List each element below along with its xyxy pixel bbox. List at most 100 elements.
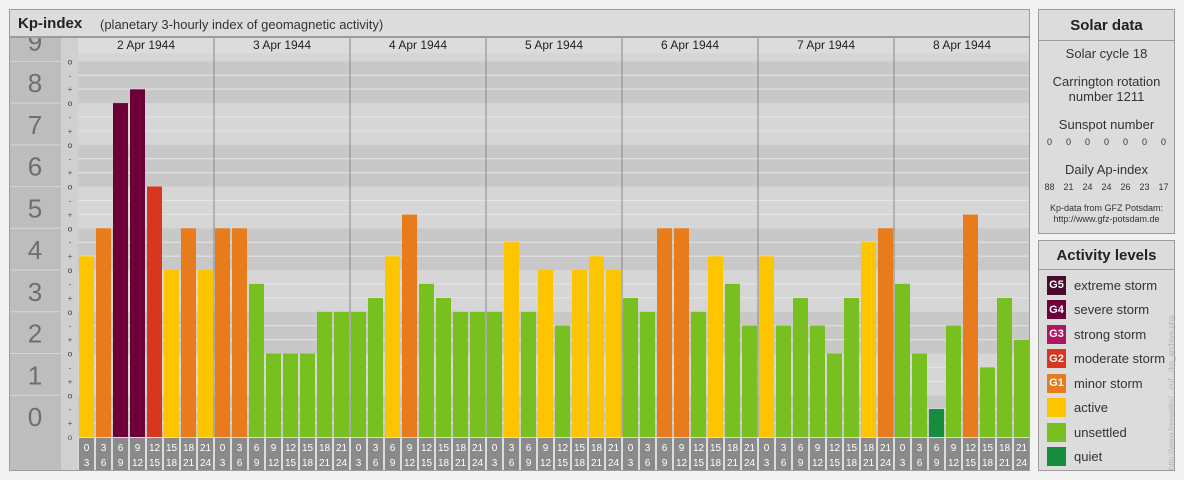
level-band bbox=[78, 144, 1030, 187]
legend-label: extreme storm bbox=[1074, 277, 1158, 293]
hour-tick-end: 3 bbox=[900, 458, 906, 469]
hour-tick-box bbox=[147, 438, 162, 470]
y-minor-tick: o bbox=[68, 350, 73, 359]
hour-tick-start: 15 bbox=[302, 443, 314, 454]
hour-tick-start: 15 bbox=[846, 443, 858, 454]
hour-tick-start: 6 bbox=[118, 443, 124, 454]
hour-tick-end: 9 bbox=[118, 458, 124, 469]
chart-title: Kp-index bbox=[18, 15, 83, 32]
kp-bar bbox=[980, 367, 995, 437]
hour-tick-start: 0 bbox=[628, 443, 634, 454]
y-minor-tick: o bbox=[68, 224, 73, 233]
ap-value: 21 bbox=[1063, 182, 1074, 192]
hour-tick-box bbox=[79, 438, 94, 470]
hour-tick-start: 21 bbox=[744, 443, 756, 454]
sunspot-value: 0 bbox=[1122, 137, 1128, 147]
hour-tick-start: 12 bbox=[421, 443, 433, 454]
hour-tick-end: 6 bbox=[373, 458, 379, 469]
sunspot-value: 0 bbox=[1065, 137, 1071, 147]
hour-tick-end: 21 bbox=[455, 458, 467, 469]
y-minor-tick: + bbox=[68, 169, 73, 178]
y-axis-column bbox=[9, 37, 61, 471]
hour-tick-start: 15 bbox=[166, 443, 178, 454]
y-minor-tick: + bbox=[68, 377, 73, 386]
hour-tick-end: 21 bbox=[999, 458, 1011, 469]
hour-tick-start: 21 bbox=[880, 443, 892, 454]
hour-tick-box bbox=[963, 438, 978, 470]
hour-tick-end: 12 bbox=[540, 458, 552, 469]
hour-tick-end: 15 bbox=[693, 458, 705, 469]
day-label: 8 Apr 1944 bbox=[933, 38, 991, 52]
hour-tick-end: 12 bbox=[812, 458, 824, 469]
y-minor-tick: - bbox=[69, 363, 72, 372]
hour-tick-box bbox=[402, 438, 417, 470]
level-band bbox=[78, 186, 1030, 229]
solar-data-title: Solar data bbox=[1070, 17, 1143, 34]
hour-tick-end: 21 bbox=[183, 458, 195, 469]
legend-label: severe storm bbox=[1074, 302, 1150, 317]
legend-label: moderate storm bbox=[1074, 351, 1166, 366]
hour-tick-end: 15 bbox=[285, 458, 297, 469]
hour-tick-start: 18 bbox=[591, 443, 603, 454]
hour-tick-end: 24 bbox=[1016, 458, 1028, 469]
hour-tick-box bbox=[351, 438, 366, 470]
ap-value: 23 bbox=[1139, 182, 1150, 192]
legend-item: G3 strong storm bbox=[1047, 324, 1146, 344]
hour-tick-end: 24 bbox=[472, 458, 484, 469]
legend-item: unsettled bbox=[1047, 422, 1127, 442]
kp-bar bbox=[351, 311, 366, 437]
y-tick-label: 8 bbox=[28, 68, 42, 98]
hour-tick-box bbox=[606, 438, 621, 470]
hour-tick-start: 12 bbox=[693, 443, 705, 454]
kp-bar bbox=[470, 311, 485, 437]
hour-tick-box bbox=[725, 438, 740, 470]
legend-title: Activity levels bbox=[1056, 247, 1157, 264]
sunspot-value: 0 bbox=[1160, 137, 1166, 147]
hour-tick-end: 24 bbox=[336, 458, 348, 469]
hour-tick-box bbox=[572, 438, 587, 470]
hour-tick-box bbox=[487, 438, 502, 470]
hour-tick-end: 18 bbox=[982, 458, 994, 469]
kp-bar bbox=[878, 228, 893, 437]
hour-tick-box bbox=[929, 438, 944, 470]
hour-tick-start: 3 bbox=[101, 443, 107, 454]
hour-tick-end: 21 bbox=[319, 458, 331, 469]
ap-value: 26 bbox=[1120, 182, 1131, 192]
y-minor-tick: + bbox=[68, 252, 73, 261]
hour-tick-end: 12 bbox=[132, 458, 144, 469]
day-label: 2 Apr 1944 bbox=[117, 38, 175, 52]
hour-tick-box bbox=[317, 438, 332, 470]
legend-item: quiet bbox=[1047, 447, 1102, 467]
y-minor-tick: o bbox=[68, 141, 73, 150]
kp-bar bbox=[1014, 339, 1029, 437]
hour-tick-start: 15 bbox=[438, 443, 450, 454]
y-minor-column bbox=[61, 37, 78, 471]
hour-tick-start: 0 bbox=[356, 443, 362, 454]
hour-tick-end: 18 bbox=[710, 458, 722, 469]
hour-tick-start: 6 bbox=[798, 443, 804, 454]
y-minor-tick: + bbox=[68, 294, 73, 303]
hour-tick-end: 18 bbox=[166, 458, 178, 469]
hour-tick-box bbox=[249, 438, 264, 470]
hour-tick-box bbox=[181, 438, 196, 470]
kp-bar bbox=[334, 311, 349, 437]
legend-swatch: G5 bbox=[1047, 275, 1066, 295]
y-minor-tick: + bbox=[68, 127, 73, 136]
source-link[interactable]: http://www.gfz-potsdam.de bbox=[1053, 214, 1160, 224]
hour-tick-start: 9 bbox=[951, 443, 957, 454]
hour-tick-end: 6 bbox=[781, 458, 787, 469]
hour-tick-start: 6 bbox=[526, 443, 532, 454]
y-minor-tick: - bbox=[69, 71, 72, 80]
hour-tick-box bbox=[130, 438, 145, 470]
hour-tick-start: 6 bbox=[390, 443, 396, 454]
chart-header: Kp-index (planetary 3-hourly index of ge… bbox=[9, 9, 1030, 37]
kp-bar bbox=[113, 103, 128, 437]
hour-tick-start: 18 bbox=[183, 443, 195, 454]
y-minor-tick: o bbox=[68, 266, 73, 275]
hour-tick-box bbox=[283, 438, 298, 470]
hour-tick-start: 6 bbox=[254, 443, 260, 454]
hour-tick-box bbox=[810, 438, 825, 470]
y-minor-tick: o bbox=[68, 308, 73, 317]
hour-tick-end: 6 bbox=[237, 458, 243, 469]
kp-bar bbox=[691, 311, 706, 437]
